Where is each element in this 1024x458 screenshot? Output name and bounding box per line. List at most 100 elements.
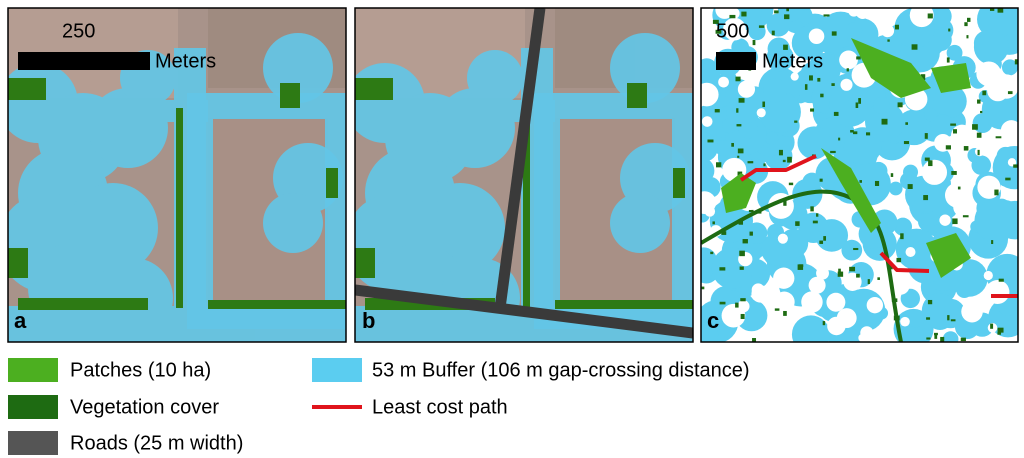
legend-swatch <box>8 431 58 455</box>
vegetation <box>813 221 818 224</box>
vegetation <box>994 190 998 196</box>
vegetation <box>990 324 993 329</box>
buffer-gap <box>702 116 713 127</box>
legend-label: Vegetation cover <box>70 396 219 418</box>
vegetation <box>798 264 803 270</box>
vegetation <box>998 328 1004 333</box>
vegetation <box>783 311 787 316</box>
vegetation <box>712 221 714 224</box>
buffer-gap <box>939 214 950 225</box>
vegetation <box>891 173 893 177</box>
vegetation <box>961 338 966 341</box>
vegetation <box>964 22 967 26</box>
vegetation <box>789 183 793 186</box>
legend-label: Least cost path <box>372 396 508 418</box>
scale-value: 250 <box>62 20 95 42</box>
vegetation <box>946 145 951 149</box>
vegetation <box>925 133 928 139</box>
legend-label: Patches (10 ha) <box>70 359 211 381</box>
vegetation <box>998 8 1004 13</box>
vegetation <box>868 279 870 284</box>
buffer <box>765 132 778 145</box>
buffer-gap <box>791 73 799 81</box>
vegetation <box>900 233 903 239</box>
vegetation <box>972 124 978 130</box>
buffer-gap <box>826 293 845 312</box>
vegetation <box>786 9 789 12</box>
vegetation <box>784 14 789 19</box>
vegetation <box>996 136 1002 138</box>
vegetation <box>977 133 982 138</box>
vegetation <box>735 303 738 308</box>
vegetation <box>896 258 901 262</box>
vegetation <box>740 298 745 301</box>
vegetation <box>707 140 713 143</box>
vegetation <box>887 39 889 41</box>
vegetation <box>783 160 786 162</box>
vegetation <box>856 102 859 108</box>
vegetation <box>719 267 725 270</box>
vegetation <box>779 150 783 155</box>
vegetation <box>830 151 836 153</box>
vegetation <box>702 287 705 290</box>
vegetation <box>753 40 756 45</box>
buffer-gap <box>738 81 755 98</box>
vegetation <box>905 122 908 125</box>
vegetation <box>735 77 740 82</box>
buffer <box>943 331 959 347</box>
vegetation <box>774 10 779 13</box>
vegetation <box>720 302 726 305</box>
vegetation <box>866 132 870 135</box>
buffer <box>974 199 1017 242</box>
buffer-gap <box>757 108 766 117</box>
vegetation <box>928 300 932 304</box>
vegetation <box>831 83 834 86</box>
vegetation <box>759 25 765 28</box>
buffer-gap <box>953 197 974 218</box>
vegetation <box>859 180 862 183</box>
vegetation <box>997 332 1001 335</box>
vegetation <box>856 56 861 59</box>
vegetation <box>912 44 918 49</box>
buffer <box>846 22 862 38</box>
vegetation <box>737 124 742 126</box>
vegetation <box>824 14 830 16</box>
panel-label: b <box>362 308 375 333</box>
buffer-gap <box>695 83 719 107</box>
vegetation <box>809 75 813 80</box>
vegetation <box>731 143 734 147</box>
vegetation <box>740 266 744 269</box>
legend-swatch <box>312 358 362 382</box>
vegetation <box>737 156 739 158</box>
panel-label: a <box>14 308 27 333</box>
legend-label: 53 m Buffer (106 m gap-crossing distance… <box>372 359 750 381</box>
buffer <box>922 293 957 328</box>
vegetation <box>963 215 969 217</box>
scale-unit: Meters <box>155 50 216 72</box>
vegetation <box>736 108 738 112</box>
vegetation <box>964 146 969 150</box>
vegetation <box>752 338 756 342</box>
panel-b-map <box>345 8 693 342</box>
buffer <box>907 309 925 327</box>
vegetation <box>834 112 839 116</box>
buffer-gap <box>827 317 845 335</box>
vegetation <box>908 184 913 189</box>
vegetation <box>928 13 933 18</box>
vegetation <box>775 308 780 310</box>
vegetation <box>952 218 957 224</box>
buffer-gap <box>860 326 873 339</box>
buffer-gap <box>737 300 749 312</box>
buffer-gap <box>778 234 788 244</box>
legend-swatch <box>8 395 58 419</box>
scale-unit: Meters <box>762 50 823 72</box>
buffer <box>912 200 925 213</box>
vegetation <box>762 102 765 107</box>
buffer-gap <box>693 191 716 214</box>
vegetation <box>877 277 880 280</box>
vegetation <box>795 221 799 226</box>
vegetation <box>794 121 797 123</box>
vegetation <box>967 18 970 22</box>
vegetation <box>895 25 899 30</box>
buffer-gap <box>801 291 822 312</box>
